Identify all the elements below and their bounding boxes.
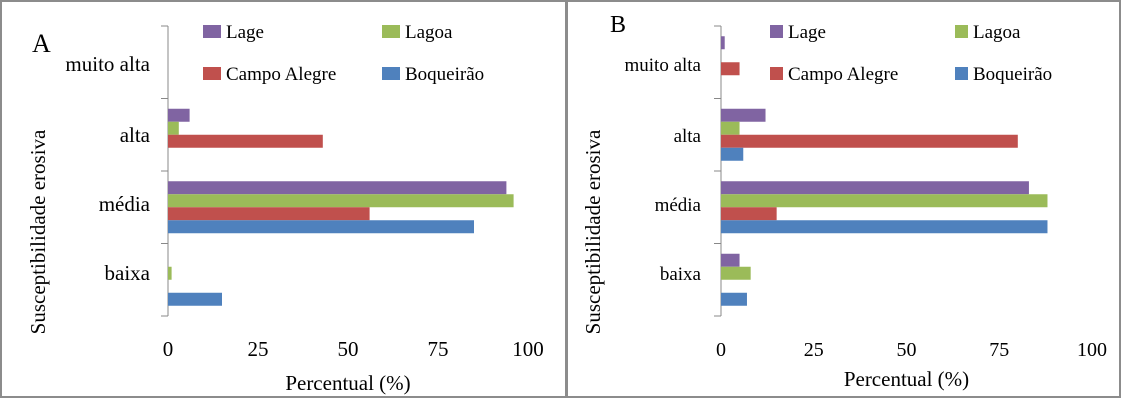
x-tick-label: 25 — [248, 337, 269, 361]
x-tick-label: 50 — [897, 339, 917, 361]
bar-lagoa-média — [168, 194, 514, 208]
category-label: muito alta — [624, 55, 701, 76]
bar-lagoa-baixa — [721, 266, 751, 280]
legend-label: Boqueirão — [405, 64, 484, 85]
x-tick-label: 75 — [428, 337, 449, 361]
legend-label: Lagoa — [405, 22, 453, 43]
x-axis-title: Percentual (%) — [844, 367, 969, 391]
panel-label: B — [610, 12, 626, 38]
legend-swatch-campo-alegre — [770, 67, 783, 80]
x-tick-label: 100 — [512, 337, 544, 361]
category-label: baixa — [105, 261, 151, 285]
bar-boqueir-o-baixa — [168, 292, 222, 306]
legend-label: Boqueirão — [973, 64, 1052, 85]
category-label: média — [655, 195, 702, 216]
y-axis-title: Susceptibilidade erosiva — [26, 129, 50, 334]
bar-campo-alegre-média — [721, 207, 777, 221]
bar-boqueir-o-baixa — [721, 292, 747, 306]
category-label: baixa — [660, 264, 702, 285]
category-label: média — [99, 192, 151, 216]
bar-campo-alegre-média — [168, 207, 370, 221]
bar-lagoa-alta — [168, 121, 179, 135]
category-label: alta — [120, 123, 151, 147]
panel-label: A — [32, 29, 51, 58]
bar-lagoa-baixa — [168, 266, 172, 280]
bar-lagoa-média — [721, 194, 1048, 208]
bar-lagoa-alta — [721, 121, 740, 135]
panel-divider — [565, 0, 568, 398]
bar-lage-alta — [168, 108, 190, 122]
legend-label: Campo Alegre — [788, 64, 898, 85]
x-tick-label: 25 — [804, 339, 824, 361]
x-tick-label: 75 — [989, 339, 1009, 361]
legend-swatch-lagoa — [955, 25, 968, 38]
x-tick-label: 100 — [1077, 339, 1107, 361]
bar-boqueir-o-média — [721, 220, 1048, 234]
legend-label: Lage — [226, 22, 264, 43]
category-label: muito alta — [65, 52, 150, 76]
legend-swatch-boqueir-o — [955, 67, 968, 80]
legend-swatch-lage — [203, 25, 221, 38]
legend-label: Lage — [788, 22, 826, 43]
legend: Lage Lagoa Campo Alegre Boqueirão — [203, 22, 484, 85]
bar-lage-muito-alta — [721, 36, 725, 50]
legend: Lage Lagoa Campo Alegre Boqueirão — [770, 22, 1052, 85]
bar-lage-média — [721, 181, 1029, 195]
x-tick-label: 0 — [716, 339, 726, 361]
legend-swatch-campo-alegre — [203, 67, 221, 80]
bar-campo-alegre-alta — [168, 134, 323, 148]
x-tick-label: 0 — [163, 337, 174, 361]
category-label: alta — [674, 126, 702, 147]
bar-boqueir-o-média — [168, 220, 474, 234]
y-axis-title: Susceptibilidade erosiva — [581, 129, 605, 334]
legend-swatch-lage — [770, 25, 783, 38]
legend-swatch-boqueir-o — [382, 67, 400, 80]
bar-boqueir-o-alta — [721, 147, 744, 161]
legend-swatch-lagoa — [382, 25, 400, 38]
bar-lage-média — [168, 181, 507, 195]
bar-campo-alegre-muito-alta — [721, 62, 740, 76]
legend-label: Campo Alegre — [226, 64, 336, 85]
bar-campo-alegre-alta — [721, 134, 1018, 148]
bar-lage-alta — [721, 108, 766, 122]
x-axis-title: Percentual (%) — [285, 371, 410, 395]
bar-lage-baixa — [721, 253, 740, 267]
x-tick-label: 50 — [338, 337, 359, 361]
legend-label: Lagoa — [973, 22, 1021, 43]
